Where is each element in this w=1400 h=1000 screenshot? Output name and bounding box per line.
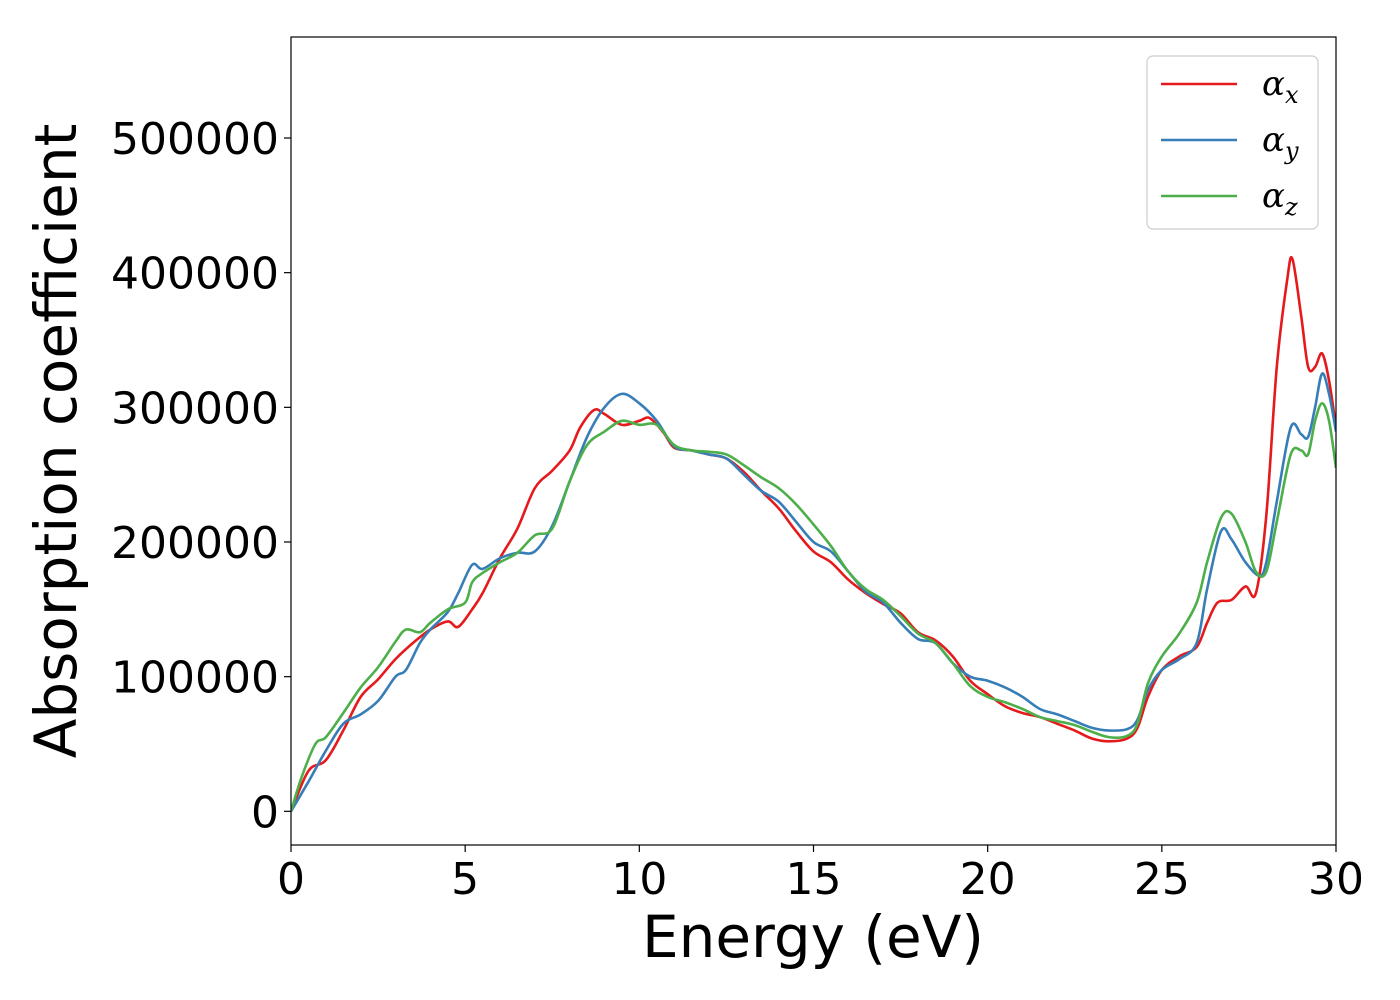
y-axis-title: Absorption coefficient bbox=[22, 124, 90, 759]
y-tick-label: 300000 bbox=[111, 383, 279, 434]
x-tick-label: 10 bbox=[611, 854, 667, 905]
y-tick-label: 500000 bbox=[111, 114, 279, 165]
legend-label-z: αz bbox=[1262, 176, 1298, 221]
y-tick-label: 0 bbox=[251, 787, 279, 838]
y-tick-label: 100000 bbox=[111, 653, 279, 704]
series-line-z bbox=[291, 401, 1336, 812]
x-tick-label: 20 bbox=[960, 854, 1016, 905]
x-axis-title: Energy (eV) bbox=[642, 903, 984, 971]
series-line-x bbox=[291, 255, 1336, 812]
series-line-y bbox=[291, 372, 1336, 812]
y-tick-label: 200000 bbox=[111, 518, 279, 569]
x-tick-label: 0 bbox=[277, 854, 305, 905]
x-tick-label: 30 bbox=[1308, 854, 1364, 905]
x-tick-label: 15 bbox=[786, 854, 842, 905]
y-axis-ticks: 0 100000 200000 300000 400000 500000 bbox=[111, 114, 291, 838]
series-lines bbox=[291, 255, 1336, 812]
x-tick-label: 25 bbox=[1134, 854, 1190, 905]
x-tick-label: 5 bbox=[451, 854, 479, 905]
legend-box bbox=[1146, 55, 1319, 230]
y-tick-label: 400000 bbox=[111, 249, 279, 300]
x-axis-ticks: 0 5 10 15 20 25 30 bbox=[277, 845, 1364, 905]
